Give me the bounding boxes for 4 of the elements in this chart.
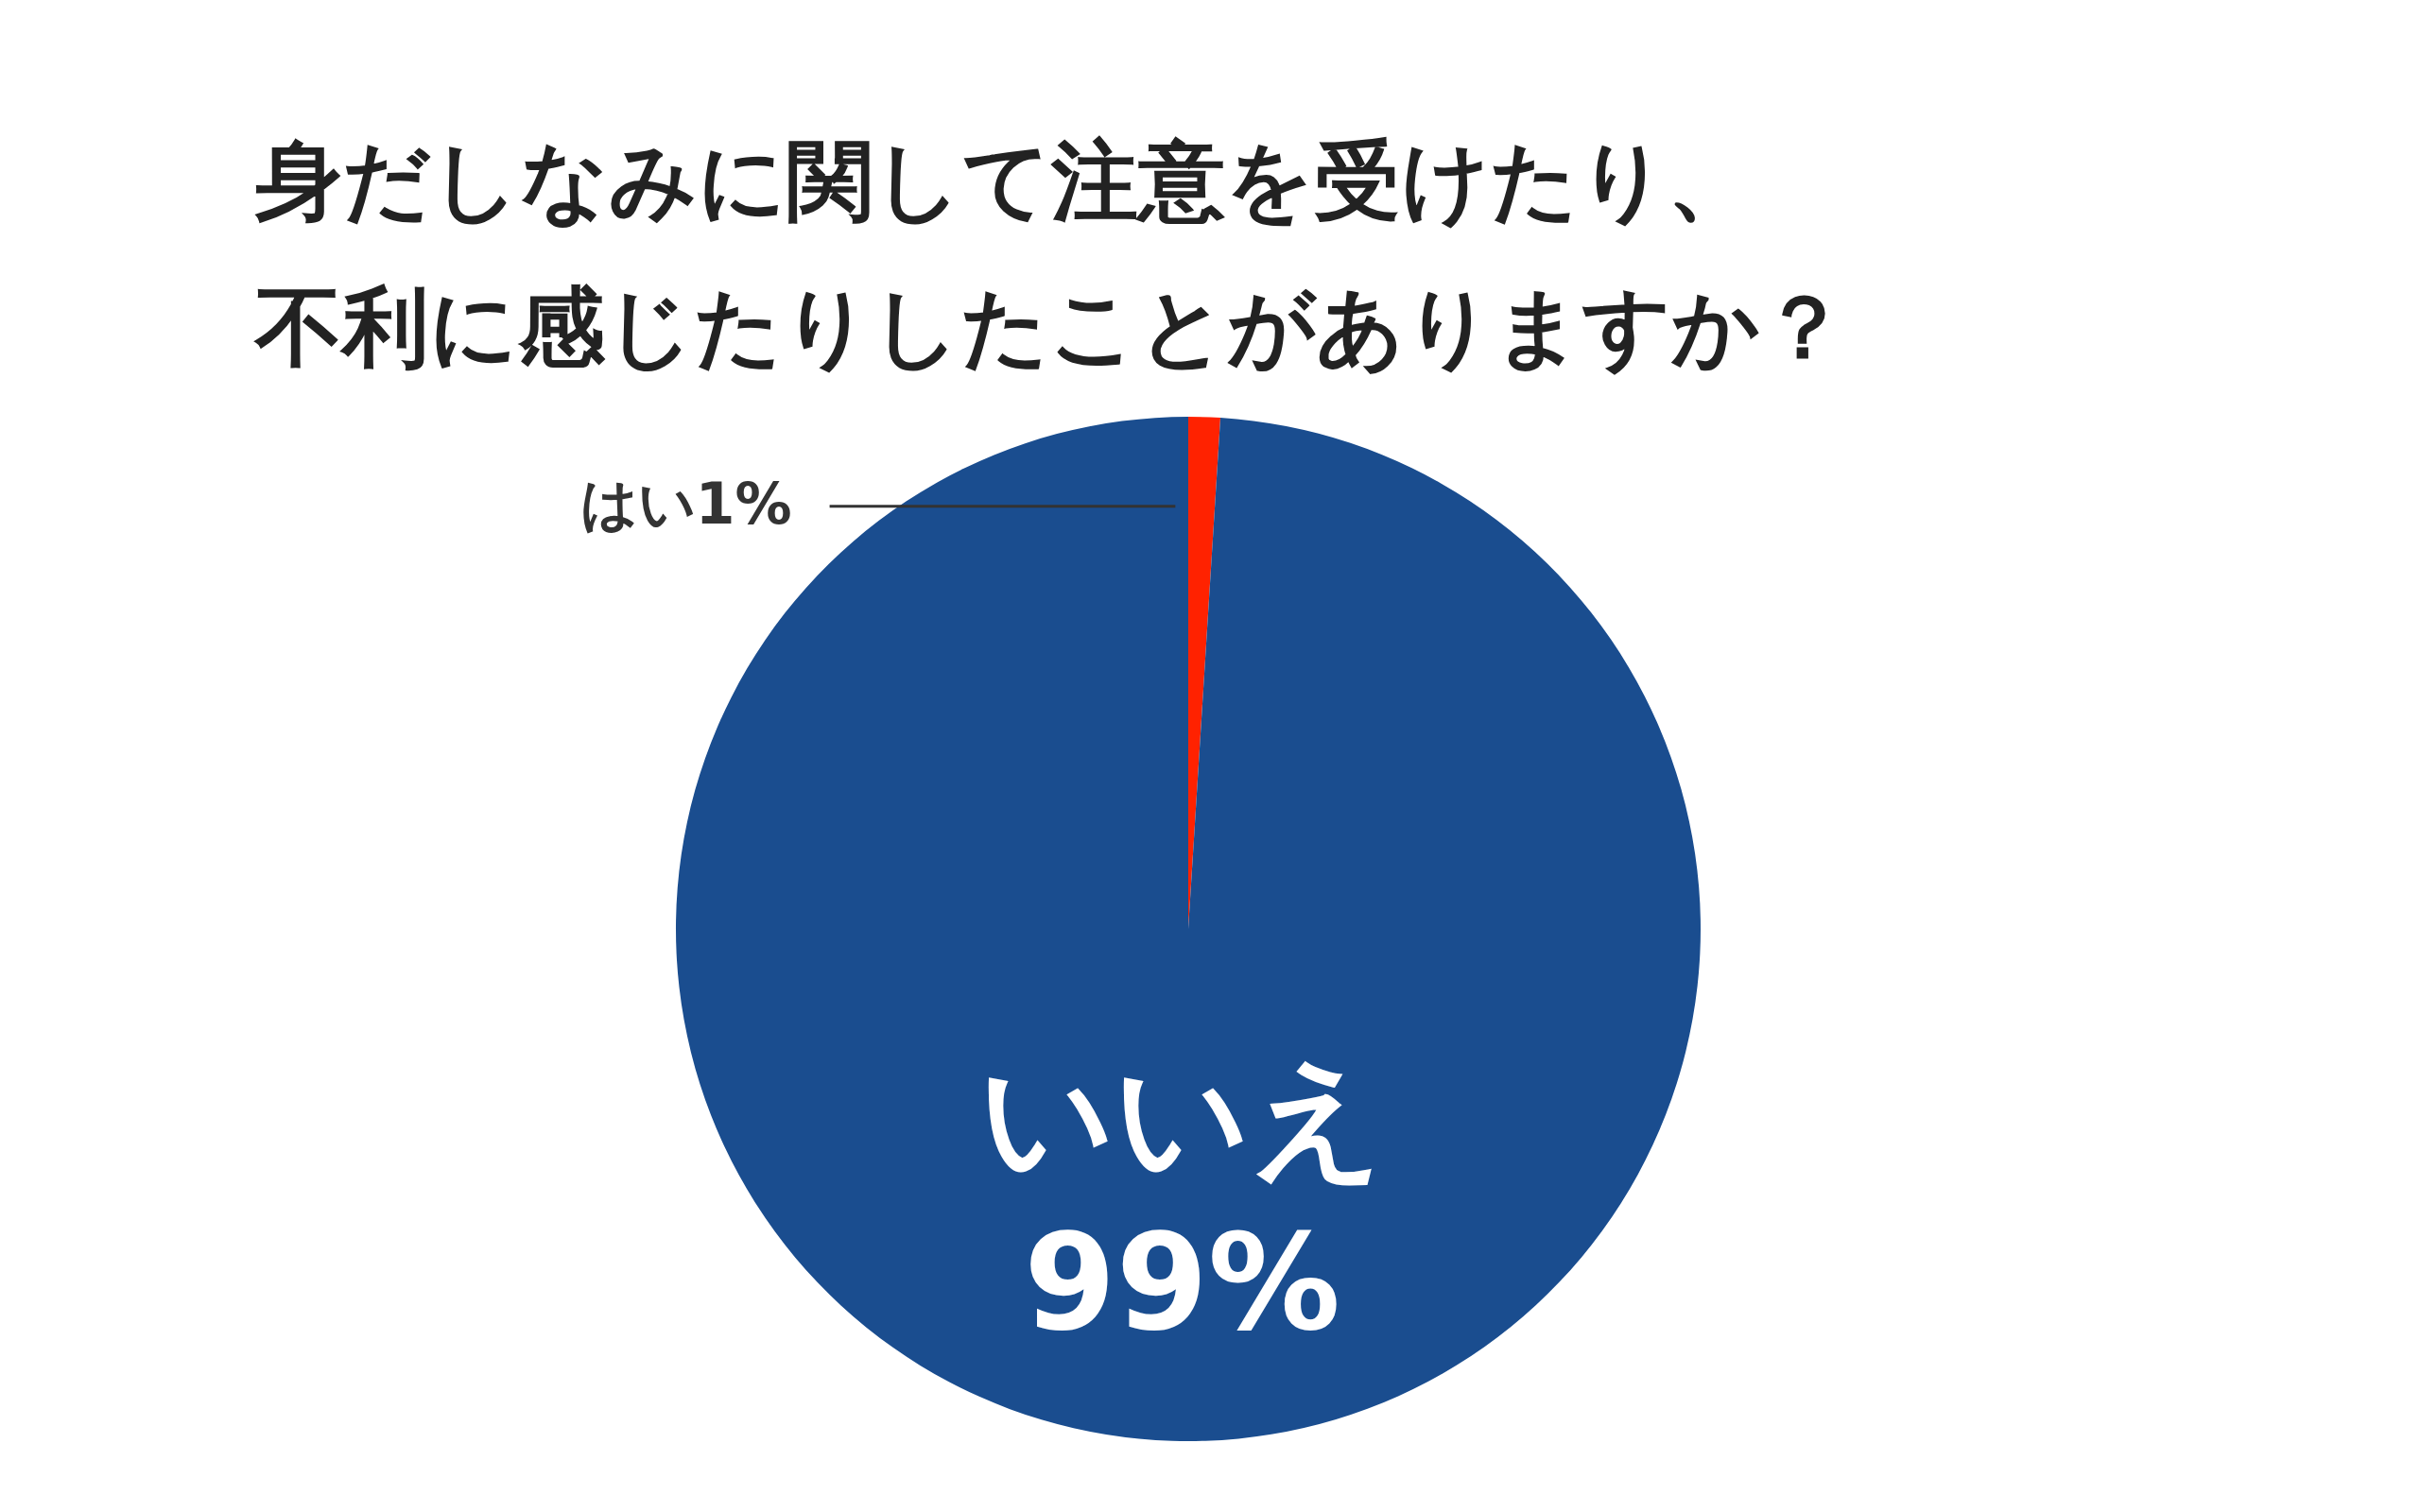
- slice-label: はい1%: [579, 470, 792, 537]
- data-label: 99%: [1023, 1205, 1341, 1360]
- chart-title: 身だしなみに関して注意を受けたり、不利に感じたりしたことがありますか？: [253, 130, 1847, 378]
- slice-label: いいえ: [979, 1040, 1386, 1194]
